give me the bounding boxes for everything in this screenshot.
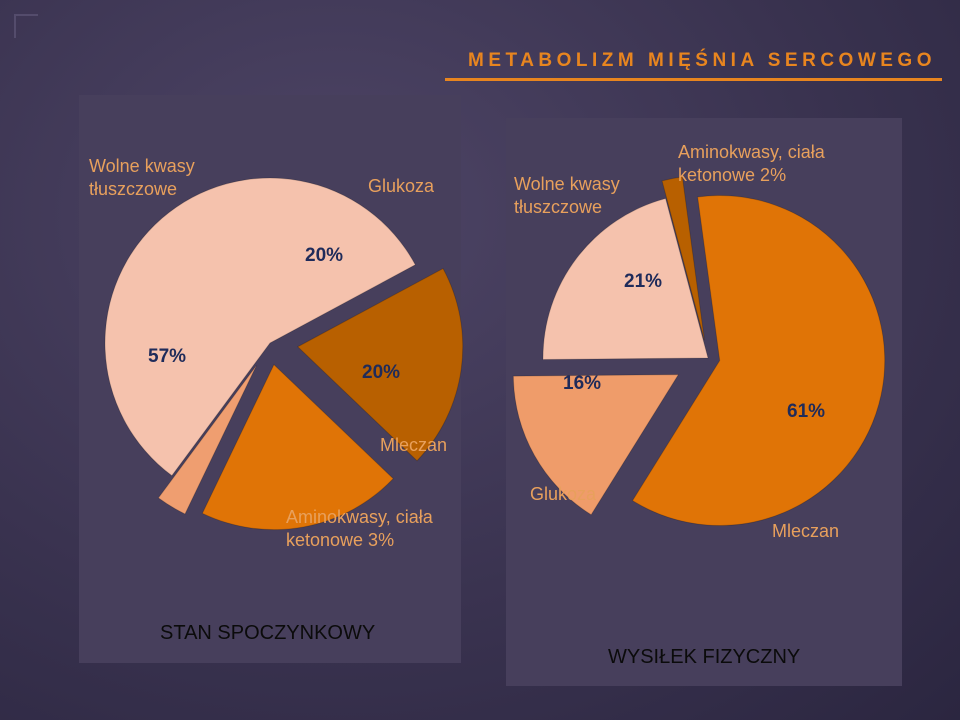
label-exercise-wolne-kwasy: Wolne kwasy tłuszczowe <box>514 174 620 217</box>
label-rest-wolne-kwasy: Wolne kwasy tłuszczowe <box>89 156 195 199</box>
label-exercise-aminokwasy: Aminokwasy, ciała ketonowe 2% <box>678 142 825 185</box>
page-title: METABOLIZM MIĘŚNIA SERCOWEGO <box>468 50 936 71</box>
label-exercise-mleczan: Mleczan <box>772 521 840 541</box>
slice-exercise-aminokwasy <box>661 176 705 341</box>
slice-rest-glukoza <box>296 267 464 462</box>
label-rest-glukoza: Glukoza <box>368 176 435 196</box>
caption-rest: STAN SPOCZYNKOWY <box>160 622 376 644</box>
pct-exercise-wolne-kwasy: 21% <box>624 271 663 292</box>
pct-rest-glukoza: 20% <box>305 245 344 266</box>
slice-exercise-glukoza <box>512 374 680 516</box>
slice-rest-aminokwasy <box>157 364 258 515</box>
pct-rest-wolne-kwasy: 57% <box>148 346 187 367</box>
corner-decoration <box>14 14 38 38</box>
label-rest-mleczan: Mleczan <box>380 435 448 455</box>
slice-rest-wolne-kwasy <box>104 177 416 477</box>
caption-exercise: WYSIŁEK FIZYCZNY <box>608 646 801 668</box>
slice-exercise-mleczan <box>631 195 886 526</box>
slice-exercise-wolne-kwasy <box>542 197 709 360</box>
pct-exercise-mleczan: 61% <box>787 401 826 422</box>
pct-exercise-glukoza: 16% <box>563 373 602 394</box>
slice-rest-mleczan <box>201 363 394 531</box>
label-rest-aminokwasy: Aminokwasy, ciała ketonowe 3% <box>286 507 433 550</box>
pct-rest-mleczan: 20% <box>362 362 401 383</box>
label-exercise-glukoza: Glukoza <box>530 484 597 504</box>
title-underline <box>445 78 942 81</box>
